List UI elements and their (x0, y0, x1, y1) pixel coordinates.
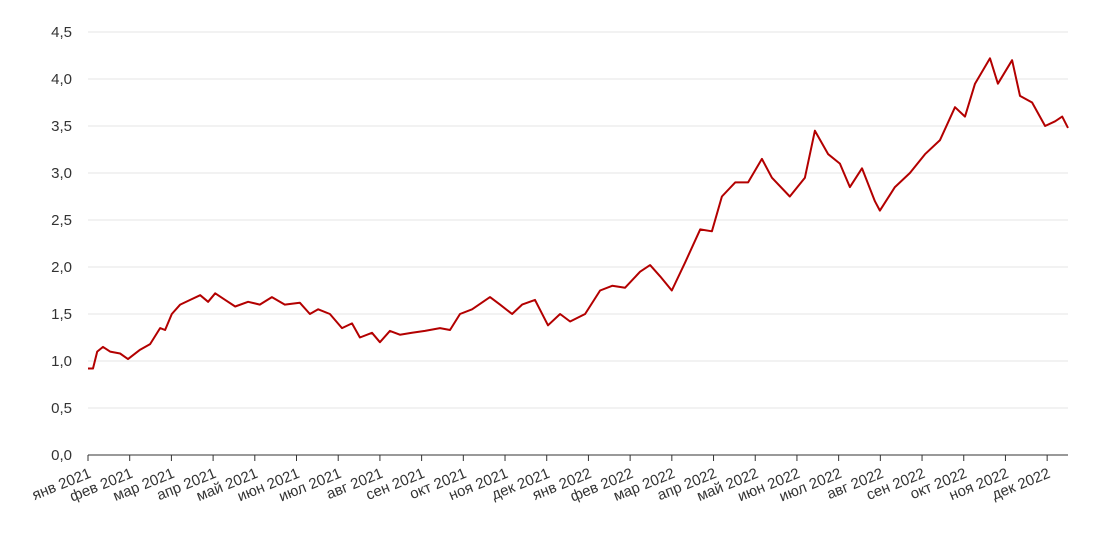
y-tick-label: 2,5 (51, 212, 72, 229)
y-tick-label: 1,5 (51, 306, 72, 323)
y-tick-label: 4,0 (51, 71, 72, 88)
y-tick-label: 1,0 (51, 353, 72, 370)
y-tick-label: 3,0 (51, 165, 72, 182)
y-tick-label: 4,5 (51, 24, 72, 41)
line-series (88, 57, 1069, 370)
y-tick-label: 0,0 (51, 447, 72, 464)
y-tick-label: 0,5 (51, 400, 72, 417)
y-tick-label: 3,5 (51, 118, 72, 135)
y-tick-label: 2,0 (51, 259, 72, 276)
